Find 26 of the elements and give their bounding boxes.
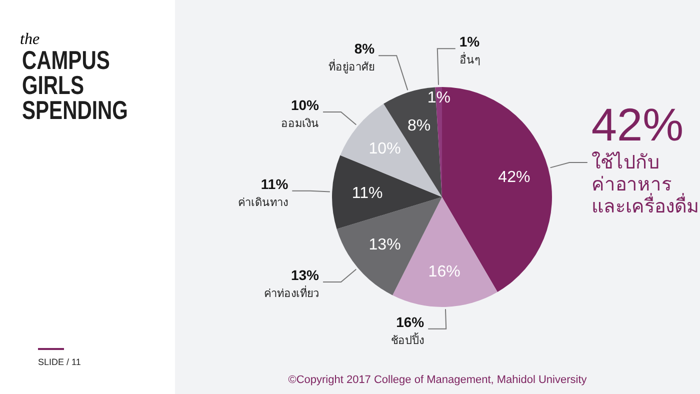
slice-label: อื่นๆ (459, 52, 480, 67)
text: 16% (396, 314, 425, 330)
pie-slice (332, 155, 442, 230)
slice-label: ออมเงิน (281, 118, 320, 130)
slice-label: ใช้ไปกับ ค่าอาหาร และเครื่องดื่ม (591, 152, 700, 218)
text: 8% (354, 40, 376, 57)
slice-label: ที่อยู่อาศัย (328, 58, 375, 74)
data-label: 13% (368, 236, 401, 254)
slice-label: ช้อปปิ้ง (391, 332, 424, 347)
data-label: 10% (368, 140, 401, 158)
data-label: 16% (428, 263, 460, 280)
text: SLIDE / 11 (38, 357, 81, 367)
text: 13% (291, 267, 320, 284)
slice-label: ค่าท่องเที่ยว (264, 285, 320, 300)
text: 1% (459, 34, 480, 50)
text: ©Copyright 2017 College of Management, Mahidol University (287, 374, 588, 386)
text: 10% (291, 96, 320, 113)
slice-label: ค่าเดินทาง (238, 196, 288, 209)
data-label: 11% (352, 185, 383, 202)
chart-title: the CAMPUS GIRLS SPENDING (20, 31, 129, 125)
data-label: 1% (427, 90, 450, 107)
text: 42% (591, 98, 684, 151)
data-label: 42% (498, 168, 530, 186)
pie-slice (340, 104, 442, 197)
text: 11% (260, 176, 289, 192)
data-label: 8% (408, 117, 431, 134)
